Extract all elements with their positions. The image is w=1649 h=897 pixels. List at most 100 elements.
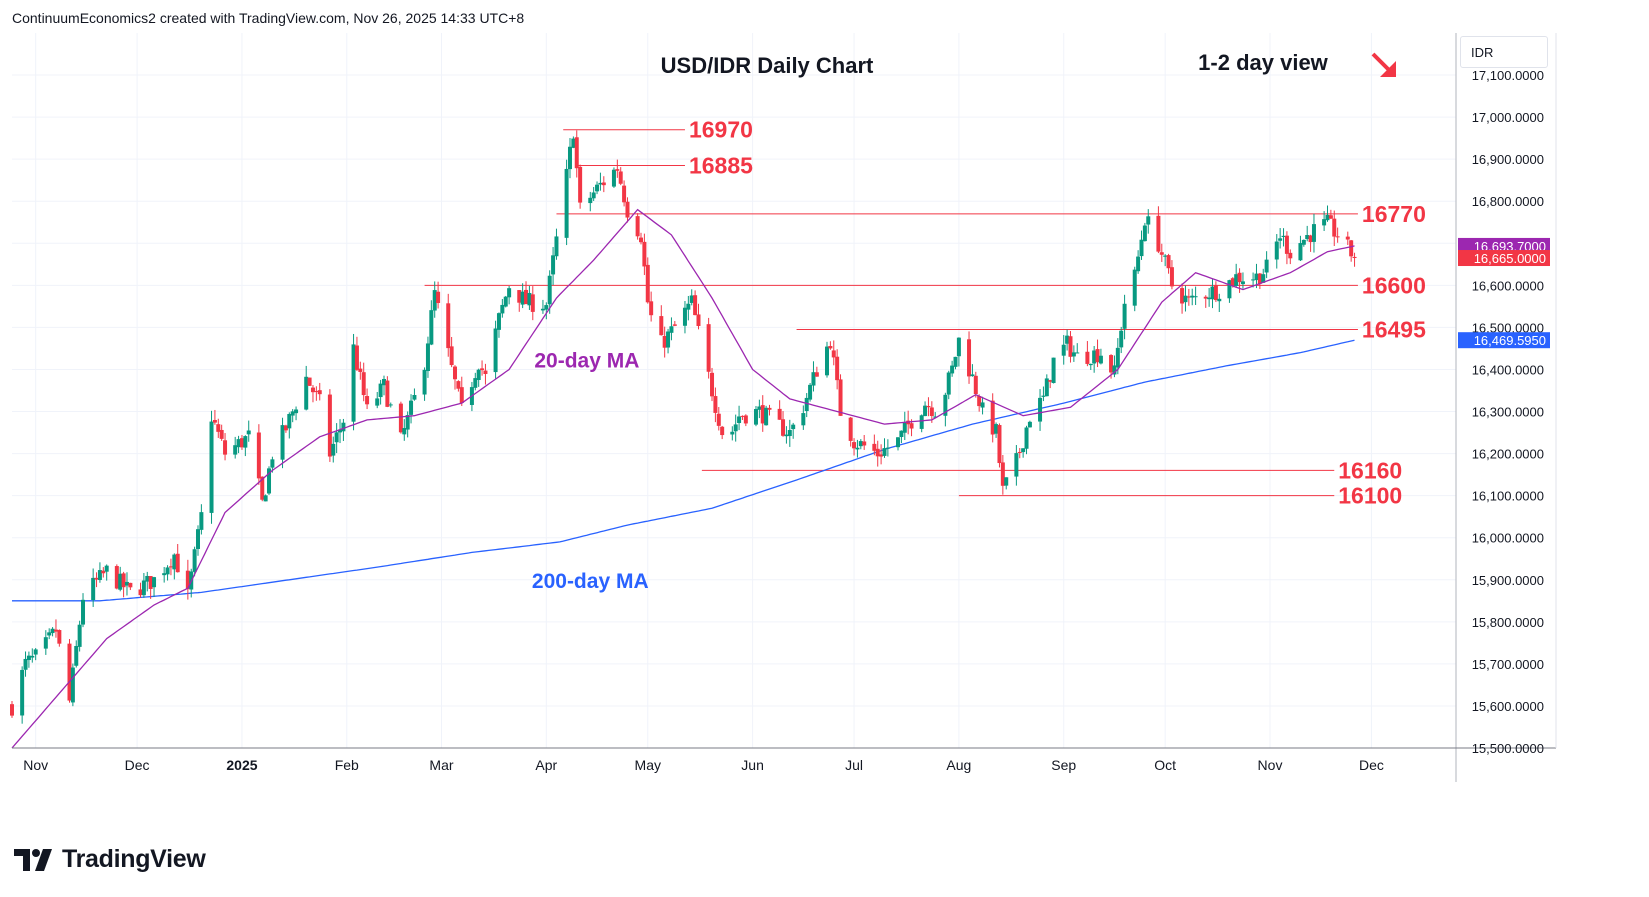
ma20-path <box>11 208 1355 749</box>
candle-body <box>233 445 238 455</box>
candle-body <box>375 398 380 406</box>
candle-body <box>351 344 356 422</box>
candle-body <box>1024 427 1029 449</box>
ma20-line <box>11 208 1355 749</box>
candle-body <box>950 365 955 374</box>
candle-body <box>1311 224 1316 242</box>
candle-body <box>145 575 150 582</box>
candle-body <box>1139 239 1144 257</box>
candle-body <box>696 314 701 326</box>
candle-body <box>564 168 569 238</box>
candle-body <box>740 415 745 417</box>
x-tick-label: Dec <box>1359 757 1384 773</box>
tradingview-brand[interactable]: TradingView <box>14 845 206 874</box>
candle-body <box>294 409 299 414</box>
candle-body <box>909 423 914 429</box>
candle-body <box>1305 235 1310 240</box>
candle-body <box>926 405 931 408</box>
candle-body <box>1092 350 1097 364</box>
candle-body <box>1335 236 1340 238</box>
candle-body <box>1322 219 1327 226</box>
candle-body <box>365 396 370 405</box>
candle-body <box>760 405 765 424</box>
candle-body <box>730 431 735 435</box>
candle-body <box>757 406 762 410</box>
candle-body <box>263 495 268 502</box>
candle-body <box>1038 397 1043 422</box>
candle-body <box>1085 351 1090 364</box>
x-tick-label: Nov <box>23 757 48 773</box>
candle-body <box>480 368 485 371</box>
x-tick-label: Jun <box>741 757 764 773</box>
level-label: 16495 <box>1362 317 1426 343</box>
candle-body <box>1088 363 1093 366</box>
x-tick-label: Aug <box>946 757 971 773</box>
x-tick-label: Nov <box>1258 757 1283 773</box>
candle-body <box>1041 395 1046 397</box>
candle-body <box>835 356 840 381</box>
candle-body <box>615 169 620 171</box>
candle-body <box>1159 252 1164 255</box>
candle-body <box>902 422 907 433</box>
candle-body <box>354 345 359 370</box>
candle-body <box>611 169 616 187</box>
candle-body <box>530 294 535 312</box>
currency-label[interactable]: IDR <box>1460 36 1548 68</box>
candle-body <box>1281 235 1286 238</box>
candle-body <box>314 391 319 393</box>
candle-body <box>885 447 890 449</box>
candle-body <box>1065 335 1070 344</box>
candle-body <box>737 416 742 424</box>
candle-body <box>1048 380 1053 382</box>
candle-body <box>1027 421 1032 428</box>
candle-body <box>601 182 606 186</box>
candle-body <box>162 573 167 576</box>
candle-body <box>398 403 403 433</box>
candle-body <box>493 328 498 373</box>
candle-body <box>1234 274 1239 286</box>
candle-body <box>517 290 522 303</box>
candle-body <box>1112 365 1117 375</box>
candle-body <box>74 645 79 666</box>
candle-body <box>77 624 82 647</box>
candle-body <box>1051 357 1056 384</box>
candle-body <box>317 390 322 395</box>
level-label: 16885 <box>689 152 753 178</box>
candle-body <box>101 570 106 574</box>
candle-body <box>1217 298 1222 302</box>
candle-body <box>551 255 556 275</box>
candle-body <box>933 416 938 418</box>
candle-body <box>43 637 48 649</box>
candle-body <box>436 291 441 304</box>
axes: 17,100.0000 17,000.0000 16,900.0000 16,800.… <box>12 33 1557 782</box>
candle-body <box>97 570 102 581</box>
candle-body <box>862 441 867 446</box>
y-tick-label: 17,000.0000 <box>1472 110 1544 125</box>
candle-body <box>1142 225 1147 242</box>
candle-body <box>1000 462 1005 486</box>
candle-body <box>1349 240 1354 257</box>
candle-body <box>1254 273 1259 281</box>
candle-body <box>970 374 975 377</box>
y-tick-label: 16,300.0000 <box>1472 405 1544 420</box>
candle-body <box>358 368 363 372</box>
y-tick-label: 16,600.0000 <box>1472 278 1544 293</box>
candle-body <box>554 236 559 257</box>
candlesticks <box>10 130 1357 724</box>
candle-body <box>33 649 38 655</box>
candle-body <box>432 290 437 311</box>
candle-body <box>956 337 961 357</box>
candle-body <box>946 372 951 395</box>
candle-body <box>212 420 217 423</box>
candle-body <box>669 326 674 333</box>
x-tick-label: Dec <box>125 757 150 773</box>
candle-body <box>378 383 383 398</box>
candle-body <box>929 407 934 416</box>
candle-body <box>994 424 999 434</box>
candle-body <box>1251 279 1256 281</box>
x-tick-label: 2025 <box>226 757 257 773</box>
candle-body <box>20 669 25 716</box>
x-tick-label: May <box>635 757 661 773</box>
